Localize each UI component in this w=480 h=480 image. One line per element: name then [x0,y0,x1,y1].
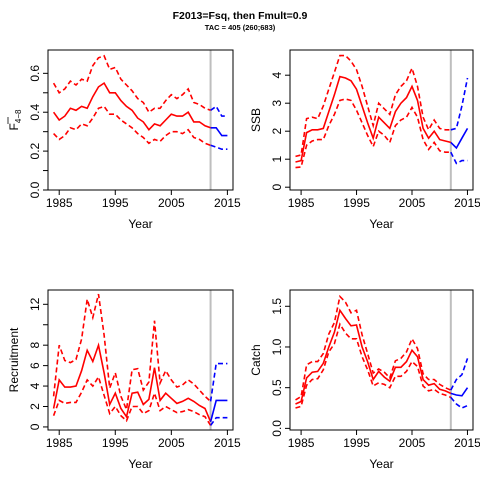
y-tick-label: 0 [28,423,42,430]
projection-estimate-line [210,127,228,137]
y-tick-label: 0.0 [28,181,42,198]
upper-ci-line [52,293,212,413]
y-tick-label: 0.6 [28,65,42,82]
projection-estimate-line [209,399,228,423]
catch-panel: 1985 1995 2005 2015 Year 0.0 0.5 1.0 1.5 Catch [249,289,480,471]
y-axis-label: SSB [249,108,263,132]
projection-upper-ci-line [209,362,228,402]
upper-ci-line [52,54,211,114]
x-tick-label: 2005 [399,436,426,450]
x-tick-label: 2005 [158,196,185,210]
y-tick-label: 3 [270,100,284,107]
x-tick-label: 1995 [343,436,370,450]
plot-frame [289,49,474,191]
lower-ci-line [295,322,452,409]
y-tick-label: 0 [270,184,284,191]
x-tick-label: 1985 [288,436,315,450]
y-tick-label: 0.2 [28,142,42,159]
x-tick-label: 2015 [454,436,480,450]
recruitment-panel: 1985 1995 2005 2015 Year 0 2 4 6 8 12 Recruitment [7,289,241,471]
x-axis-label: Year [128,217,152,231]
x-tick-label: 1995 [343,196,370,210]
x-tick-label: 2015 [214,196,241,210]
y-tick-label: 0.0 [270,420,284,437]
plot-frame [289,289,474,431]
ssb-panel: 1985 1995 2005 2015 Year 0 1 2 3 4 SSB [249,49,480,231]
y-tick-label: 2 [270,128,284,135]
projection-lower-ci-line [209,416,228,426]
projection-upper-ci-line [450,77,469,131]
y-tick-label: 8 [28,342,42,349]
y-axis-label: F4−8 [7,109,23,130]
projection-estimate-line [450,387,469,397]
x-tick-label: 2015 [214,436,241,450]
y-tick-label: 4 [270,72,284,79]
y-axis-label: Catch [249,344,263,375]
x-tick-label: 1995 [102,436,129,450]
x-axis-label: Year [128,457,152,471]
lower-ci-line [53,105,211,147]
x-tick-label: 2005 [399,196,426,210]
projection-lower-ci-line [450,151,468,165]
figure-subtitle: TAC = 405 (260;683) [204,23,276,32]
figure-title: F2013=Fsq, then Fmult=0.9 [172,10,308,22]
f-panel: 1985 1995 2005 2015 Year 0.0 0.2 0.4 0.6 F4−8 [7,49,241,231]
upper-ci-line [295,294,452,401]
x-tick-label: 1995 [102,196,129,210]
x-tick-label: 2015 [454,196,480,210]
y-tick-label: 1 [270,156,284,163]
x-tick-label: 1985 [46,196,73,210]
y-tick-label: 0.4 [28,104,42,121]
estimate-line [52,342,212,423]
y-tick-label: 4 [28,382,42,389]
y-tick-label: 6 [28,362,42,369]
upper-ci-line [295,54,451,158]
y-tick-label: 1.0 [270,338,284,355]
projection-upper-ci-line [450,358,469,391]
plot-frame [47,289,234,431]
x-axis-label: Year [369,457,393,471]
projection-lower-ci-line [450,396,468,409]
estimate-line [295,308,452,405]
lower-ci-line [52,374,212,426]
plot-frame [47,49,234,191]
y-axis-label: Recruitment [7,327,21,392]
estimate-line [295,75,451,163]
x-tick-label: 2005 [158,436,185,450]
y-tick-label: 12 [28,297,42,311]
lower-ci-line [295,98,451,169]
projection-estimate-line [450,128,469,150]
estimate-line [52,81,211,131]
y-tick-label: 0.5 [270,379,284,396]
x-tick-label: 1985 [46,436,73,450]
projection-upper-ci-line [210,105,228,117]
y-tick-label: 2 [28,403,42,410]
projection-lower-ci-line [210,144,228,150]
y-tick-label: 1.5 [270,298,284,315]
x-axis-label: Year [369,217,393,231]
x-tick-label: 1985 [288,196,315,210]
